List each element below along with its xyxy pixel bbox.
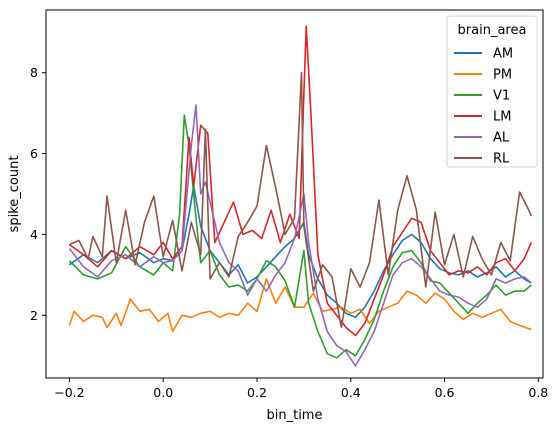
series-line-al — [68, 104, 532, 367]
legend-item-v1: V1 — [454, 89, 510, 104]
legend: brain_area AM PM V1 LM AL RL — [446, 15, 538, 168]
series-line-v1 — [68, 114, 532, 359]
y-axis-label: spike_count — [7, 156, 22, 233]
y-axis: 2 4 6 8 — [30, 65, 46, 323]
legend-title: brain_area — [458, 23, 527, 38]
legend-item-pm: PM — [454, 68, 512, 83]
plot-frame — [45, 9, 544, 379]
legend-label: PM — [493, 68, 512, 83]
y-tick-label: 8 — [30, 65, 38, 80]
legend-item-al: AL — [454, 131, 510, 146]
x-tick-label: 0.2 — [247, 385, 267, 400]
legend-label: RL — [493, 152, 510, 167]
legend-item-am: AM — [454, 47, 513, 62]
x-tick-label: 0.6 — [435, 385, 455, 400]
legend-item-lm: LM — [454, 110, 511, 125]
series-line-lm — [68, 25, 533, 337]
y-tick-label: 6 — [30, 146, 38, 161]
series-line-pm — [68, 278, 532, 333]
x-tick-label: 0.8 — [528, 385, 548, 400]
y-tick-label: 2 — [30, 308, 38, 323]
legend-box — [446, 15, 538, 168]
legend-label: LM — [493, 110, 511, 125]
x-axis-label: bin_time — [267, 408, 323, 423]
series-layer — [68, 25, 533, 367]
legend-items: AM PM V1 LM AL RL — [454, 47, 513, 167]
y-tick-label: 4 — [30, 227, 38, 242]
legend-item-rl: RL — [454, 152, 510, 167]
x-axis: −0.2 0.0 0.2 0.4 0.6 0.8 — [54, 378, 548, 400]
x-tick-label: 0.4 — [341, 385, 361, 400]
legend-label: V1 — [493, 89, 510, 104]
x-tick-label: −0.2 — [54, 385, 84, 400]
x-tick-label: 0.0 — [153, 385, 173, 400]
legend-label: AM — [493, 47, 513, 62]
legend-label: AL — [493, 131, 510, 146]
series-line-rl — [69, 71, 533, 329]
